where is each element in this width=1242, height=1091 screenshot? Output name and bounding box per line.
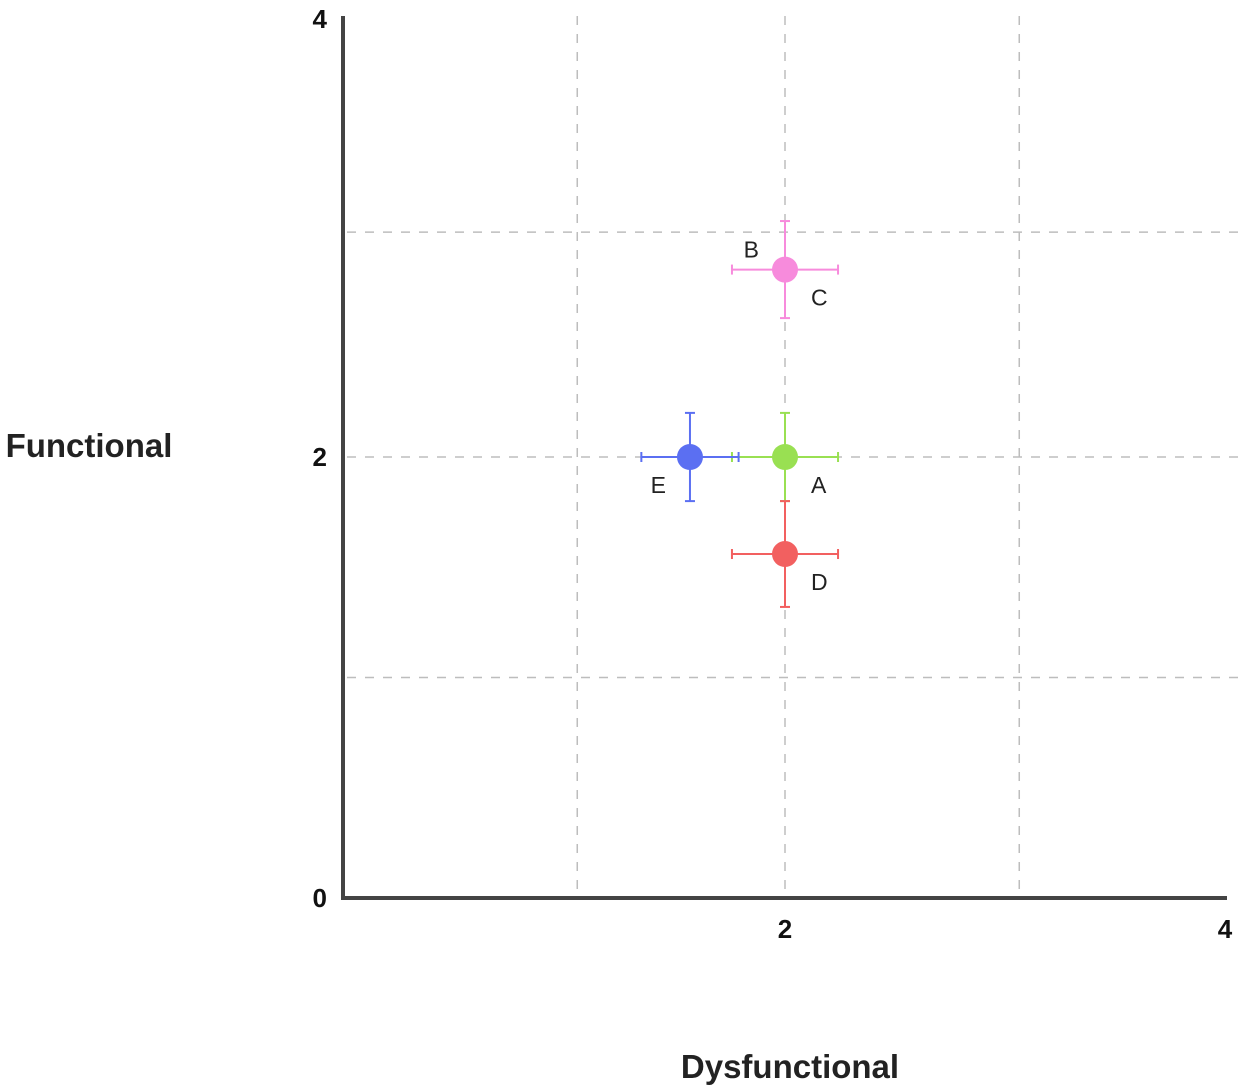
x-tick-label: 2 — [778, 914, 792, 944]
point-label: E — [651, 472, 666, 498]
data-point-c: C — [811, 285, 828, 311]
point-label: D — [811, 569, 828, 595]
point-marker — [772, 444, 798, 470]
data-point-d: D — [732, 501, 838, 607]
tick-labels: 2 4 0 2 4 — [313, 4, 1233, 944]
point-marker — [772, 257, 798, 283]
y-tick-label: 4 — [313, 4, 328, 34]
y-axis-title: Functional — [6, 427, 173, 464]
point-marker — [772, 541, 798, 567]
data-point-e: E — [641, 413, 738, 501]
y-tick-label: 2 — [313, 442, 327, 472]
x-tick-label: 4 — [1218, 914, 1233, 944]
data-points: A B C D E — [641, 221, 838, 607]
x-axis-title: Dysfunctional — [681, 1048, 899, 1085]
point-label: B — [744, 237, 759, 263]
data-point-a: A — [732, 413, 838, 501]
point-marker — [677, 444, 703, 470]
y-tick-label: 0 — [313, 883, 327, 913]
point-label: C — [811, 285, 828, 311]
point-label: A — [811, 472, 827, 498]
